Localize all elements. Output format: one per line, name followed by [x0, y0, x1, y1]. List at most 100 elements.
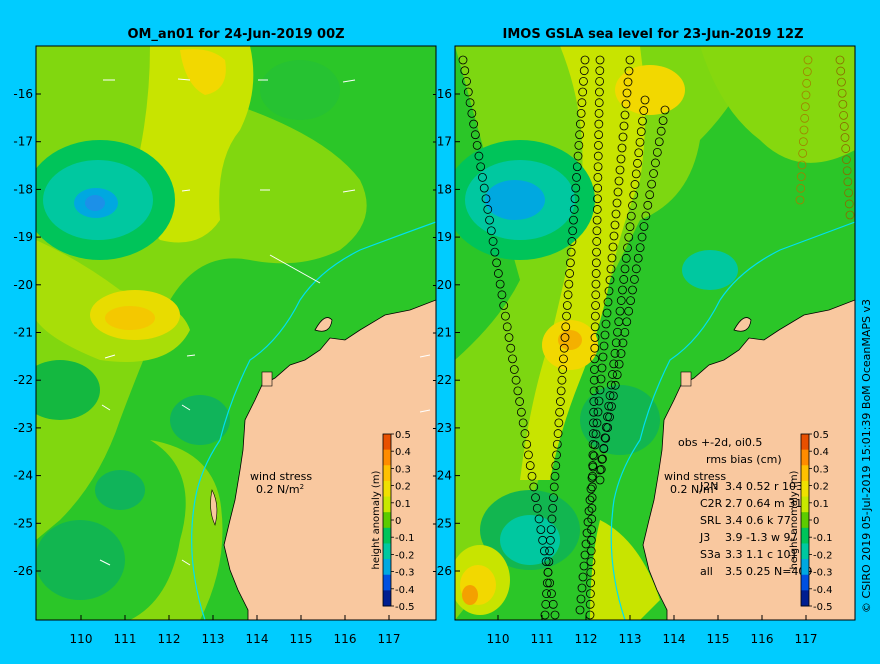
- obs-marker: [545, 546, 555, 556]
- obs-marker: [636, 127, 646, 137]
- obs-marker: [597, 455, 607, 464]
- obs-marker: [576, 594, 586, 604]
- y-tick-label: -18: [13, 182, 33, 196]
- obs-marker: [582, 528, 592, 538]
- obs-marker: [532, 503, 542, 513]
- obs-marker: [597, 363, 607, 373]
- stats-sat-label: J2N: [699, 480, 718, 493]
- obs-marker: [608, 391, 618, 401]
- obs-marker: [590, 343, 600, 353]
- obs-marker: [635, 243, 645, 253]
- x-tick-label: 110: [487, 632, 510, 646]
- obs-marker: [622, 88, 632, 98]
- obs-marker: [798, 137, 808, 147]
- obs-marker: [595, 475, 605, 485]
- obs-marker: [472, 140, 482, 150]
- obs-marker: [515, 397, 525, 406]
- obs-marker: [590, 322, 600, 332]
- obs-marker: [624, 232, 634, 242]
- obs-marker: [601, 433, 611, 443]
- obs-marker: [574, 140, 584, 150]
- x-tick-label: 113: [202, 632, 225, 646]
- colorbar-swatch: [801, 465, 809, 482]
- colorbar-tick-label: 0.4: [395, 447, 411, 458]
- obs-marker: [595, 55, 605, 65]
- colorbar-tick-label: -0.3: [813, 568, 833, 579]
- obs-marker: [550, 610, 560, 620]
- obs-marker: [481, 194, 491, 204]
- x-tick-label: 112: [158, 632, 181, 646]
- right-colorbar: 0.5 0.4 0.3 0.2 0.1 0 -0.1 -0.2 -0.3 -0.4 -0.5 heig…: [789, 430, 833, 613]
- obs-marker: [497, 290, 507, 300]
- obs-marker: [580, 55, 590, 65]
- obs-marker: [626, 211, 636, 221]
- x-tick-label: 116: [334, 632, 357, 646]
- colorbar-tick-label: -0.4: [813, 585, 833, 596]
- obs-marker: [605, 412, 614, 422]
- stats-values: 3.5 0.25 N=409: [725, 565, 812, 578]
- obs-marker: [628, 285, 637, 295]
- obs-marker: [591, 269, 601, 278]
- obs-marker: [524, 450, 533, 460]
- x-tick-label: 113: [619, 632, 642, 646]
- right-wind-legend: wind stress 0.2 N/m2: [664, 470, 726, 496]
- obs-marker: [572, 162, 582, 172]
- obs-marker: [465, 98, 475, 108]
- obs-marker: [572, 173, 581, 182]
- obs-marker: [595, 76, 605, 86]
- obs-marker: [559, 354, 568, 364]
- obs-marker: [595, 66, 605, 76]
- obs-marker: [596, 374, 606, 384]
- obs-marker: [513, 386, 523, 396]
- obs-marker: [603, 297, 613, 307]
- obs-marker: [600, 433, 610, 443]
- obs-marker: [555, 407, 565, 417]
- colorbar-swatch: [801, 574, 809, 591]
- obs-marker: [577, 583, 587, 593]
- colorbar-tick-label: -0.1: [395, 533, 415, 544]
- obs-marker: [640, 95, 650, 105]
- stats-sat-label: all: [700, 565, 713, 578]
- colorbar-swatch: [801, 543, 809, 560]
- left-wind-legend: wind stress 0.2 N/m2: [250, 470, 312, 496]
- obs-marker: [550, 471, 560, 481]
- colorbar-swatch: [383, 496, 391, 513]
- obs-marker: [649, 169, 658, 178]
- obs-marker: [573, 151, 583, 161]
- obs-marker: [486, 226, 496, 236]
- obs-marker: [654, 137, 664, 147]
- stats-sat-label: SRL: [700, 514, 722, 527]
- obs-marker: [488, 237, 498, 246]
- colorbar-swatch: [383, 512, 391, 529]
- y-tick-label: -26: [432, 564, 452, 578]
- left-x-axis: 110 111 112 113 114 115 116 117: [70, 615, 400, 646]
- obs-marker: [553, 429, 563, 438]
- obs-marker: [583, 517, 593, 527]
- obs-marker: [623, 243, 632, 253]
- obs-marker: [460, 66, 470, 76]
- colorbar-swatch: [383, 590, 391, 607]
- obs-marker: [615, 165, 625, 175]
- obs-marker: [591, 258, 601, 268]
- obs-marker: [619, 121, 629, 131]
- right-map: [455, 46, 855, 620]
- colorbar-tick-label: -0.2: [395, 550, 415, 561]
- obs-marker: [658, 116, 668, 125]
- stats-sat-label: S3a: [700, 548, 721, 561]
- obs-marker: [552, 439, 562, 449]
- obs-marker: [555, 397, 565, 406]
- obs-marker: [559, 343, 569, 353]
- stats-sat-label: J3: [699, 531, 710, 544]
- obs-marker: [593, 151, 603, 161]
- obs-marker: [839, 122, 849, 131]
- obs-marker: [592, 215, 602, 225]
- obs-marker: [478, 173, 487, 182]
- obs-marker: [835, 55, 845, 65]
- svg-text:wind stress: wind stress: [664, 470, 726, 483]
- obs-marker: [796, 183, 806, 193]
- x-tick-label: 110: [70, 632, 93, 646]
- obs-marker: [594, 119, 604, 129]
- obs-marker: [631, 169, 641, 179]
- obs-marker: [458, 55, 468, 65]
- obs-marker: [594, 396, 604, 406]
